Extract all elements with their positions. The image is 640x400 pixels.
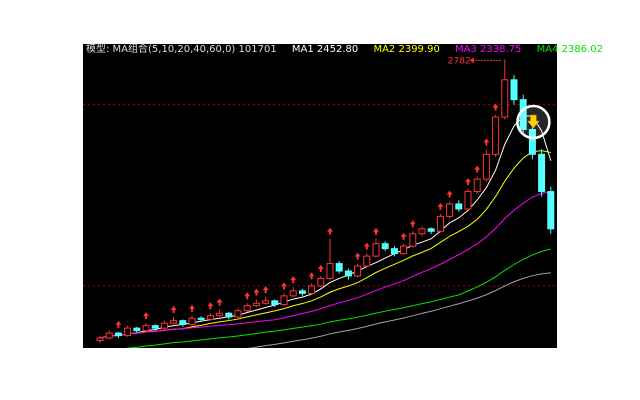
candle-down [427,228,435,232]
candle-down [344,270,352,277]
candle-up [501,79,509,118]
buy-signal-arrow-icon [170,305,177,313]
buy-signal-arrow-icon [308,272,315,280]
ma4-value: MA4 2386.02 [536,44,603,55]
buy-signal-arrow-icon [207,302,214,310]
ma3-value: MA3 2338.75 [455,44,522,55]
candle-up [409,233,417,247]
indicator-legend: 模型: MA组合(5,10,20,40,60,0) 101701 MA1 245… [86,44,615,56]
candle-down [271,300,279,306]
candle-up [492,116,500,155]
candle-up [124,327,132,337]
buy-signal-arrow-icon [281,282,287,290]
peak-price-label: 2782 [448,56,471,66]
candle-up [216,312,224,317]
buy-signal-arrow-icon [465,178,471,186]
candle-up [473,178,481,193]
sell-arrow-icon [526,114,540,129]
candle-down [298,290,306,294]
buy-signal-arrow-icon [262,286,269,294]
buy-signal-arrow-icon [483,138,490,146]
candle-up [363,255,371,267]
chart-canvas: 2782 [83,56,557,371]
candle-up [188,317,196,325]
candle-down [390,248,398,255]
candle-down [538,153,546,193]
candle-up [372,243,380,257]
candlestick-chart[interactable]: 2782 [83,44,557,371]
candle-down [547,191,555,230]
peak-arrow-icon [469,57,474,64]
buy-signal-arrow-icon [327,227,333,235]
candle-down [197,317,205,320]
candle-down [225,312,233,318]
candle-down [381,243,389,250]
candle-down [455,203,463,210]
candle-up [482,153,490,180]
candle-up [436,215,444,232]
buy-signal-arrow-icon [189,304,195,312]
candle-down [179,320,187,325]
candle-up [105,332,113,339]
ma-line-ma1 [99,115,552,339]
candle-up [206,315,214,320]
buy-signal-arrow-icon [363,242,370,250]
candle-up [160,322,168,329]
buy-signal-arrow-icon [216,298,223,306]
buy-signal-arrow-icon [290,276,297,284]
candle-up [170,320,178,324]
buy-signal-arrow-icon [253,288,260,296]
candle-down [510,79,518,101]
candle-up [446,203,454,217]
candle-down [528,128,536,155]
buy-signal-arrow-icon [373,227,379,235]
candle-down [335,263,343,272]
ma-line-ma4 [99,248,551,354]
candle-up [464,191,472,210]
buy-signal-arrow-icon [115,320,122,328]
candle-up [252,302,260,307]
buy-signal-arrow-icon [492,103,499,111]
ma1-value: MA1 2452.80 [291,44,359,55]
candle-up [418,228,426,235]
ma-line-ma3 [99,191,551,339]
candle-up [400,245,408,255]
ma2-value: MA2 2399.90 [373,44,440,55]
buy-signal-arrow-icon [409,220,416,228]
buy-signal-arrow-icon [400,232,407,240]
candle-up [262,300,270,304]
buy-signal-arrow-icon [143,312,149,320]
model-label: 模型: MA组合(5,10,20,40,60,0) 101701 [86,44,277,55]
candle-up [317,277,325,287]
candle-up [96,337,104,342]
candle-up [289,290,297,297]
candle-up [142,325,150,332]
buy-signal-arrow-icon [317,264,324,272]
candle-down [151,325,159,329]
buy-signal-arrow-icon [474,165,481,173]
buy-signal-arrow-icon [244,292,251,300]
candle-up [234,310,242,318]
buy-signal-arrow-icon [446,190,453,198]
candle-up [326,263,334,279]
candle-down [133,327,141,332]
buy-signal-arrow-icon [354,252,361,260]
candle-up [280,295,288,306]
candle-up [243,305,251,312]
candle-up [308,285,316,294]
buy-signal-arrow-icon [437,202,444,210]
candle-up [354,265,362,277]
candle-down [114,332,122,337]
